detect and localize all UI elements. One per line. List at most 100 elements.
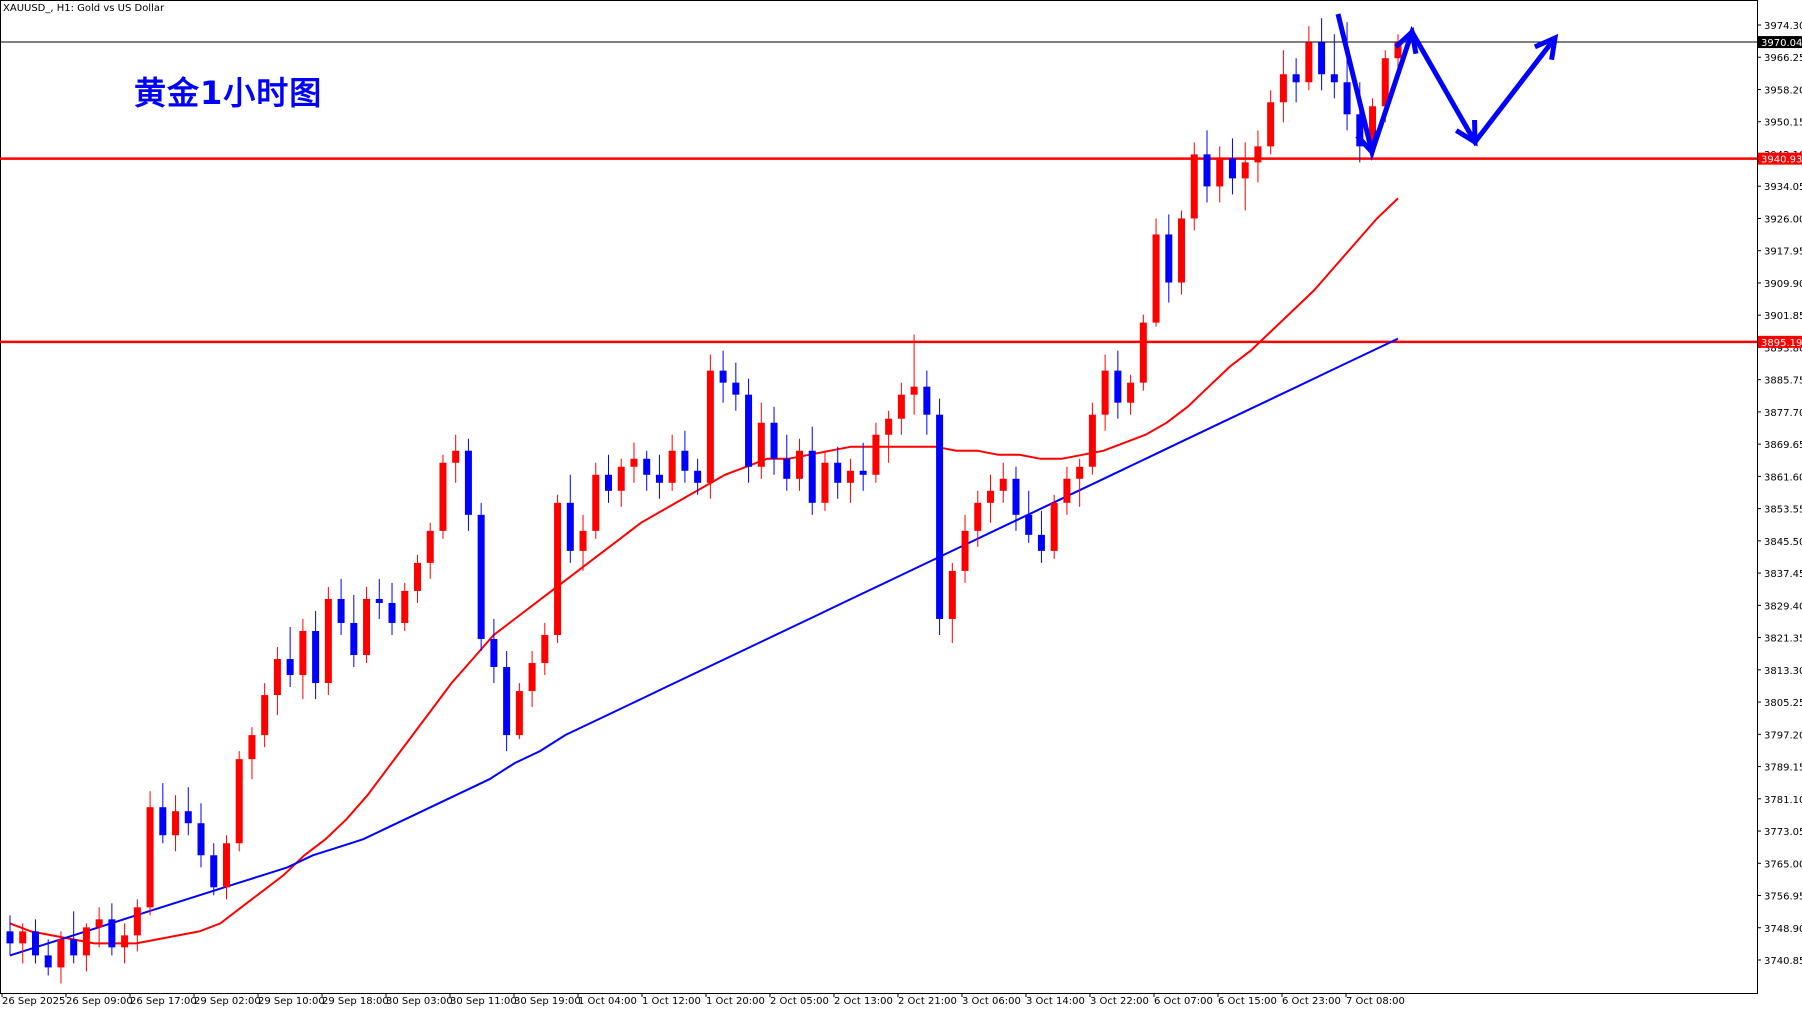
candle-body bbox=[261, 695, 269, 736]
candle-body bbox=[681, 450, 689, 471]
candle-body bbox=[1267, 102, 1275, 147]
candle-body bbox=[936, 414, 944, 619]
candle-body bbox=[413, 562, 421, 591]
forecast-arrows bbox=[1335, 13, 1559, 161]
candle-body bbox=[1050, 502, 1058, 551]
candle-body bbox=[757, 422, 765, 467]
candle-body bbox=[1228, 158, 1236, 179]
candle-body bbox=[515, 691, 523, 736]
x-tick-label: 1 Oct 12:00 bbox=[642, 996, 701, 1007]
candle-body bbox=[490, 638, 498, 668]
candle-body bbox=[770, 422, 778, 459]
x-tick-label: 1 Oct 04:00 bbox=[578, 996, 637, 1007]
candles-layer bbox=[6, 18, 1402, 984]
candle-body bbox=[452, 450, 460, 463]
candle-body bbox=[1139, 322, 1147, 383]
arrow-head bbox=[1355, 130, 1381, 158]
x-tick-label: 1 Oct 20:00 bbox=[706, 996, 765, 1007]
candle-body bbox=[999, 478, 1007, 491]
y-tick-label: 3781.10 bbox=[1764, 795, 1802, 806]
candle-body bbox=[350, 622, 358, 656]
candle-body bbox=[1190, 154, 1198, 219]
current-price-tag-box bbox=[1758, 36, 1802, 49]
candle-body bbox=[1178, 218, 1186, 283]
candle-body bbox=[821, 462, 829, 503]
y-tick-label: 3853.55 bbox=[1764, 505, 1802, 516]
y-tick-label: 3845.50 bbox=[1764, 537, 1802, 548]
candle-body bbox=[184, 811, 192, 824]
candle-body bbox=[6, 931, 14, 944]
candle-body bbox=[961, 530, 969, 571]
x-tick-label: 26 Sep 2025 bbox=[2, 996, 65, 1007]
y-tick-label: 3789.15 bbox=[1764, 763, 1802, 774]
y-tick-label: 3797.20 bbox=[1764, 730, 1802, 741]
candle-body bbox=[1292, 74, 1300, 83]
candle-body bbox=[668, 450, 676, 483]
candle-body bbox=[70, 939, 78, 956]
candle-body bbox=[987, 490, 995, 503]
candle-body bbox=[1165, 234, 1173, 283]
arrow-head bbox=[1533, 33, 1559, 61]
y-tick-label: 3773.05 bbox=[1764, 827, 1802, 838]
x-tick-label: 30 Sep 19:00 bbox=[514, 996, 581, 1007]
candle-body bbox=[910, 386, 918, 395]
candle-body bbox=[974, 502, 982, 531]
candle-body bbox=[197, 823, 205, 856]
x-tick-label: 26 Sep 17:00 bbox=[130, 996, 197, 1007]
candle-body bbox=[439, 462, 447, 531]
candle-body bbox=[745, 394, 753, 467]
candle-body bbox=[159, 807, 167, 836]
candle-body bbox=[172, 811, 180, 836]
candle-body bbox=[566, 502, 574, 551]
candle-body bbox=[1343, 82, 1351, 115]
ma-fast-layer bbox=[9, 197, 1399, 945]
y-tick-label: 3740.85 bbox=[1764, 956, 1802, 967]
x-tick-label: 30 Sep 03:00 bbox=[386, 996, 453, 1007]
ma-slow-layer bbox=[9, 337, 1399, 957]
y-tick-label: 3966.25 bbox=[1764, 53, 1802, 64]
candle-body bbox=[401, 590, 409, 623]
candle-body bbox=[44, 955, 52, 968]
candle-body bbox=[528, 663, 536, 692]
y-tick-label: 3821.35 bbox=[1764, 634, 1802, 645]
y-tick-label: 3909.90 bbox=[1764, 279, 1802, 290]
candle-body bbox=[375, 598, 383, 603]
y-tick-label: 3885.75 bbox=[1764, 376, 1802, 387]
candle-body bbox=[324, 598, 332, 684]
candle-body bbox=[388, 602, 396, 623]
candle-body bbox=[1037, 534, 1045, 551]
candle-body bbox=[248, 735, 256, 760]
candle-body bbox=[1076, 466, 1084, 479]
candle-body bbox=[872, 434, 880, 475]
x-tick-label: 26 Sep 09:00 bbox=[66, 996, 133, 1007]
y-tick-label: 3829.40 bbox=[1764, 601, 1802, 612]
ma-fast-line bbox=[9, 197, 1399, 945]
candle-body bbox=[948, 570, 956, 619]
candle-body bbox=[783, 458, 791, 479]
x-tick-label: 6 Oct 15:00 bbox=[1218, 996, 1277, 1007]
y-tick-label: 3861.60 bbox=[1764, 472, 1802, 483]
x-tick-label: 3 Oct 14:00 bbox=[1026, 996, 1085, 1007]
x-tick-label: 2 Oct 05:00 bbox=[770, 996, 829, 1007]
candle-body bbox=[299, 630, 307, 676]
candle-body bbox=[655, 474, 663, 483]
candle-body bbox=[834, 462, 842, 483]
y-tick-label: 3974.30 bbox=[1764, 21, 1802, 32]
candle-body bbox=[1254, 146, 1262, 163]
candle-body bbox=[337, 598, 345, 623]
ma-slow-line bbox=[9, 337, 1399, 957]
x-tick-label: 6 Oct 23:00 bbox=[1282, 996, 1341, 1007]
candle-body bbox=[1063, 478, 1071, 503]
candle-body bbox=[846, 470, 854, 483]
candle-body bbox=[1203, 154, 1211, 187]
price-tags: 3940.93 3895.19 3970.04 bbox=[1758, 36, 1802, 349]
y-tick-label: 3869.65 bbox=[1764, 440, 1802, 451]
candle-body bbox=[363, 598, 371, 656]
candle-body bbox=[146, 807, 154, 908]
symbol-header: XAUUSD_, H1: Gold vs US Dollar bbox=[3, 3, 165, 14]
level-lines bbox=[0, 41, 1757, 344]
y-tick-label: 3877.70 bbox=[1764, 408, 1802, 419]
